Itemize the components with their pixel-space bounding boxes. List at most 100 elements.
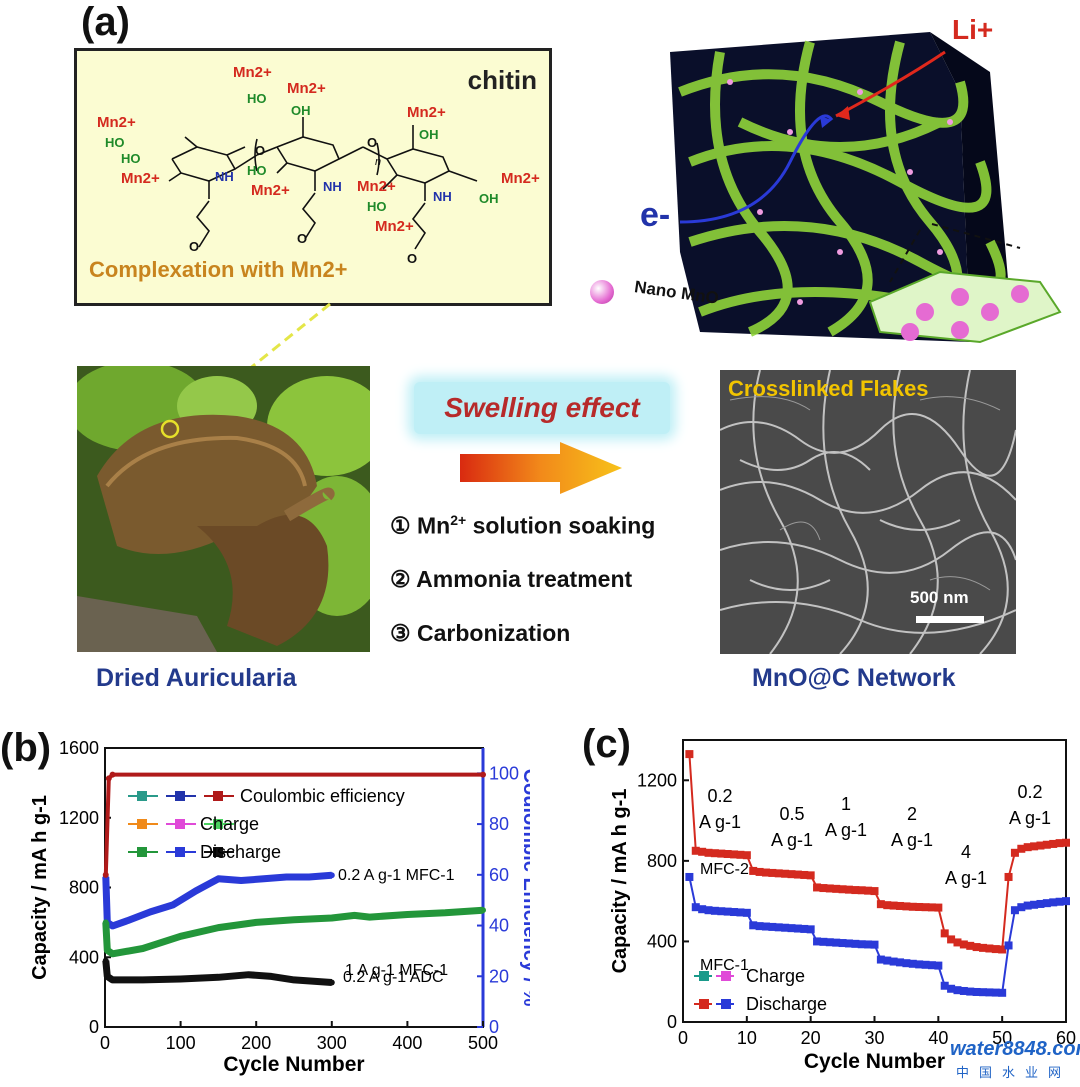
- chitin-title: chitin: [467, 65, 537, 95]
- auricularia-illustration: [77, 366, 370, 652]
- c-point-1: [1017, 903, 1026, 912]
- sem-title: Crosslinked Flakes: [728, 376, 929, 401]
- c-ytick-label: 0: [667, 1012, 677, 1032]
- c-xtick-label: 0: [678, 1028, 688, 1048]
- sem-network: [720, 370, 1016, 654]
- b-annotation: 0.2 A g-1 MFC-1: [338, 867, 455, 884]
- c-point-1: [857, 940, 866, 949]
- ho-label-5: HO: [367, 199, 387, 214]
- c-point-1: [979, 988, 988, 997]
- c-point-0: [915, 902, 924, 911]
- c-point-0: [959, 940, 968, 949]
- b-point-0: [283, 874, 290, 881]
- c-point-1: [934, 961, 943, 970]
- b-series-line-1: [102, 906, 484, 958]
- b-point-0: [260, 875, 267, 882]
- c-legend-marker: [721, 999, 731, 1009]
- b-ytick-label: 0: [89, 1017, 99, 1037]
- c-point-1: [896, 958, 905, 967]
- mn-label-9: Mn2+: [501, 170, 540, 187]
- b-y2tick-label: 80: [489, 814, 509, 834]
- c-point-0: [736, 850, 745, 859]
- c-point-1: [825, 938, 834, 947]
- b-point-1: [404, 911, 411, 918]
- c-rate-label: A g-1: [699, 812, 741, 832]
- b-y2tick-label: 20: [489, 966, 509, 986]
- c-point-0: [870, 887, 879, 896]
- c-point-1: [870, 940, 879, 949]
- c-point-1: [838, 939, 847, 948]
- c-point-1: [921, 960, 930, 969]
- c-point-0: [832, 884, 841, 893]
- c-point-1: [806, 925, 815, 934]
- b-point-0: [306, 874, 313, 881]
- c-legend-marker: [699, 971, 709, 981]
- b-ylabel: Capacity / mA h g-1: [29, 795, 51, 980]
- chitin-structure-box: chitin: [74, 48, 552, 306]
- c-point-0: [704, 848, 713, 857]
- complexation-label: Complexation with Mn2+: [89, 257, 348, 282]
- c-point-1: [800, 924, 809, 933]
- c-point-1: [730, 908, 739, 917]
- c-point-0: [1062, 838, 1070, 847]
- mn-label-4: Mn2+: [287, 80, 326, 97]
- step-3: ③ Carbonization: [390, 620, 571, 646]
- oh-label-2: OH: [419, 127, 439, 142]
- b-point-0: [109, 922, 116, 929]
- c-point-1: [908, 959, 917, 968]
- b-xtick-label: 400: [392, 1033, 422, 1053]
- c-point-0: [857, 886, 866, 895]
- cube-illustration: [670, 32, 1062, 344]
- mn-label-5: Mn2+: [251, 182, 290, 199]
- chart-c: 0 10 20 30 40 50 60 0 400 800 1200 Cycle Number Capa…: [609, 739, 1076, 1073]
- c-rate-label: 0.5: [779, 804, 804, 824]
- o-label-1: O: [189, 239, 199, 254]
- c-point-0: [979, 943, 988, 952]
- c-point-1: [947, 984, 956, 993]
- nh-label-3: NH: [433, 189, 452, 204]
- step-2: ② Ammonia treatment: [390, 566, 633, 592]
- c-point-0: [761, 868, 770, 877]
- c-point-1: [685, 872, 694, 881]
- b-legend-marker: [137, 819, 147, 829]
- c-legend-label: Discharge: [746, 994, 827, 1014]
- c-point-1: [813, 937, 822, 946]
- c-ylabel: Capacity / mA h g-1: [609, 789, 631, 974]
- b-series-line-2: [102, 960, 333, 986]
- c-rate-label: A g-1: [771, 830, 813, 850]
- c-rate-label: 0.2: [707, 786, 732, 806]
- b-point-3: [109, 771, 116, 778]
- c-point-0: [927, 903, 936, 912]
- nh-label-1: NH: [215, 169, 234, 184]
- b-ytick-label: 800: [69, 878, 99, 898]
- c-point-0: [723, 850, 732, 859]
- c-point-1: [966, 987, 975, 996]
- b-xlabel: Cycle Number: [223, 1053, 364, 1076]
- c-xtick-label: 10: [737, 1028, 757, 1048]
- c-point-1: [940, 981, 949, 990]
- c-series-label-mfc1: MFC-1: [700, 957, 749, 974]
- mn-label-8: Mn2+: [375, 218, 414, 235]
- b-point-1: [366, 914, 373, 921]
- c-rate-label: A g-1: [891, 830, 933, 850]
- c-point-1: [876, 955, 885, 964]
- c-point-1: [972, 987, 981, 996]
- c-ytick-label: 400: [647, 931, 677, 951]
- c-point-0: [691, 846, 700, 855]
- b-point-0: [170, 901, 177, 908]
- li-ion-label: Li+: [952, 14, 994, 45]
- c-point-0: [742, 851, 751, 860]
- c-point-1: [915, 960, 924, 969]
- c-point-1: [761, 922, 770, 931]
- c-point-1: [851, 939, 860, 948]
- c-xlabel: Cycle Number: [804, 1050, 945, 1073]
- c-point-0: [896, 901, 905, 910]
- c-point-1: [889, 957, 898, 966]
- c-point-0: [864, 886, 873, 895]
- b-point-0: [215, 875, 222, 882]
- b-annotation: 0.2 A g-1 ADC: [343, 969, 444, 986]
- process-arrow: [460, 442, 622, 494]
- c-ytick-label: 800: [647, 851, 677, 871]
- c-point-0: [1049, 839, 1058, 848]
- b-y2tick-label: 40: [489, 916, 509, 936]
